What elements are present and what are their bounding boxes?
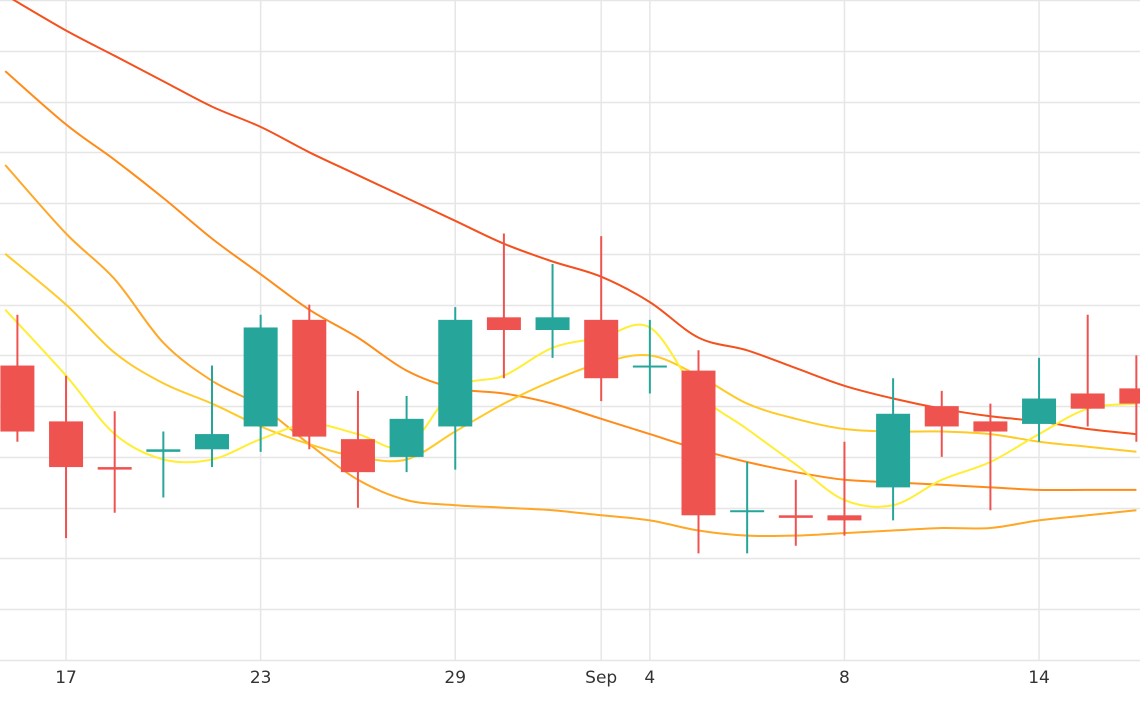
candle-body — [1022, 398, 1057, 424]
candle-body — [292, 319, 327, 437]
candle — [535, 264, 570, 358]
candle — [1022, 357, 1057, 442]
candle — [584, 236, 619, 402]
candle-body — [389, 418, 424, 457]
candle-body — [340, 439, 375, 473]
moving-average-line-3 — [4, 164, 1137, 538]
candle — [0, 314, 35, 442]
candle-layer — [0, 233, 1140, 554]
candle-body — [730, 510, 765, 513]
x-tick-label: 14 — [1028, 668, 1050, 688]
candle-body — [973, 421, 1008, 432]
candle-body — [486, 317, 521, 330]
candle-body — [49, 421, 84, 468]
candle — [389, 396, 424, 473]
candle — [49, 375, 84, 539]
candle-body — [97, 467, 132, 470]
candle-body — [146, 449, 181, 452]
candle-body — [1070, 393, 1105, 409]
candle-body — [827, 515, 862, 521]
candle-body — [0, 365, 35, 432]
candle-body — [535, 317, 570, 330]
candle-body — [1119, 388, 1140, 404]
x-tick-label: 4 — [644, 668, 655, 688]
candle — [340, 390, 375, 508]
candle-body — [584, 319, 619, 379]
candle — [632, 319, 667, 394]
candle — [876, 378, 911, 521]
candle-body — [876, 413, 911, 488]
candle — [292, 304, 327, 450]
candle — [827, 441, 862, 536]
moving-average-line-1 — [11, 0, 1137, 436]
candle — [778, 479, 813, 546]
candle — [195, 365, 229, 468]
candle-body — [924, 406, 959, 427]
candle — [146, 431, 181, 498]
moving-average-line-2 — [4, 70, 1137, 492]
candle-body — [778, 515, 813, 518]
x-axis: 17 23 29 Sep 4 8 14 — [55, 668, 1050, 688]
candle — [681, 350, 716, 554]
candle — [486, 233, 521, 379]
candle-body — [681, 370, 716, 516]
x-tick-label: 8 — [839, 668, 850, 688]
candle — [1119, 355, 1140, 442]
x-tick-label: 23 — [250, 668, 272, 688]
grid-layer — [0, 0, 1140, 662]
x-tick-label: 17 — [55, 668, 77, 688]
candle — [1070, 314, 1105, 427]
candle-body — [632, 365, 667, 368]
candle — [730, 462, 765, 554]
candle-body — [243, 327, 278, 427]
moving-average-layer — [4, 0, 1137, 538]
moving-average-line-4 — [4, 253, 1137, 463]
moving-average-line-5 — [4, 309, 1137, 508]
candle-body — [195, 434, 229, 450]
candle — [973, 403, 1008, 511]
x-tick-label: Sep — [585, 668, 617, 688]
candle — [97, 411, 132, 513]
candle — [243, 314, 278, 452]
candle — [924, 390, 959, 457]
candle-body — [438, 319, 473, 427]
x-tick-label: 29 — [444, 668, 466, 688]
candle — [438, 307, 473, 470]
